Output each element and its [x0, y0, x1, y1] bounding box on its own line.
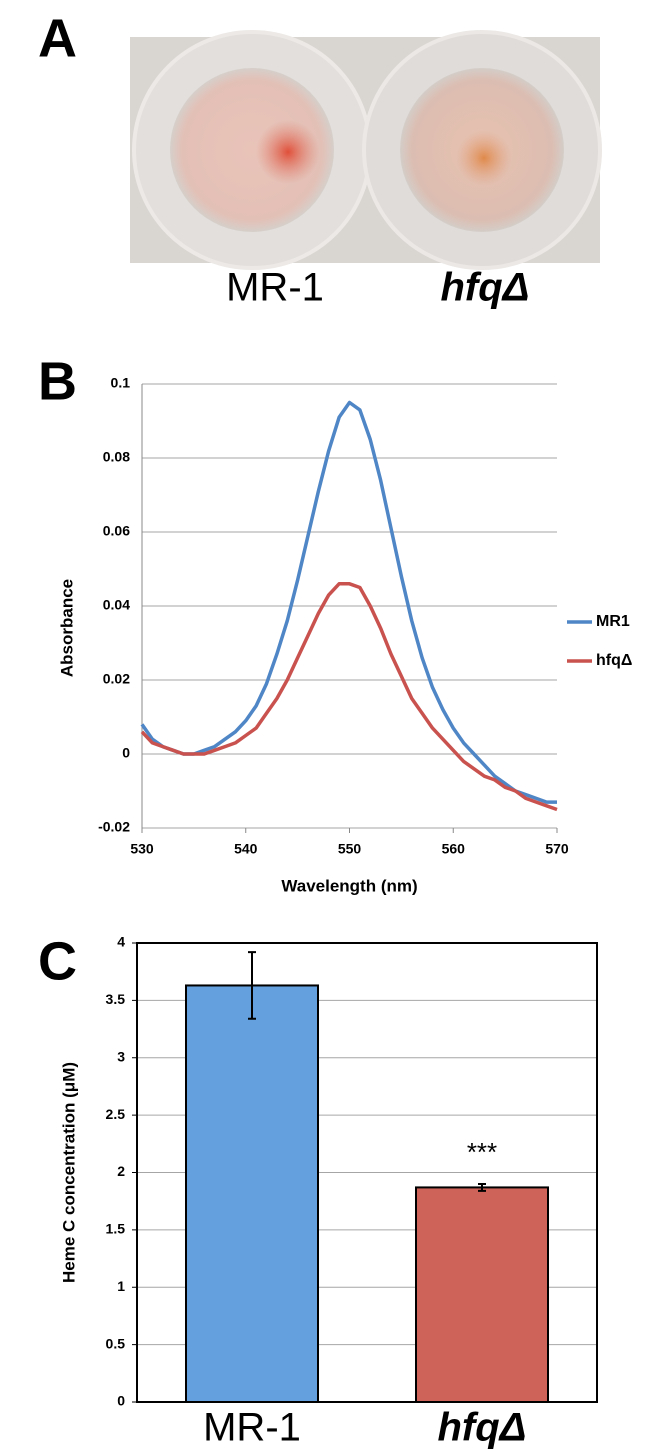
x-tick-label: 530 [130, 841, 154, 857]
panel-label: B [38, 351, 77, 411]
legend-label: MR1 [596, 613, 630, 630]
photo [130, 30, 602, 270]
y-tick-label: 3 [117, 1048, 125, 1064]
annotation: *** [467, 1137, 497, 1167]
y-tick-label: 0 [122, 745, 130, 761]
y-tick-label: 1.5 [106, 1221, 126, 1237]
y-tick-label: 0.02 [103, 671, 130, 687]
y-tick-label: 4 [117, 934, 125, 950]
plot-frame [136, 942, 598, 1403]
series-line [140, 400, 557, 804]
x-tick-label: 560 [442, 841, 466, 857]
x-tick-label: hfqΔ [437, 1406, 526, 1450]
x-tick-label: 550 [338, 841, 362, 857]
y-axis-title: Absorbance [57, 579, 76, 677]
panel-label: C [38, 931, 77, 991]
legend-label: hfqΔ [596, 652, 632, 669]
panel-label: A [38, 8, 77, 68]
y-tick-label: 0.08 [103, 449, 130, 465]
y-tick-label: 2 [117, 1163, 125, 1179]
error-bar [478, 1182, 486, 1192]
y-tick-label: -0.02 [98, 819, 130, 835]
error-bar [248, 951, 256, 1020]
y-tick-label: 3.5 [106, 991, 126, 1007]
x-tick-label: 540 [234, 841, 258, 857]
y-tick-label: 0.04 [103, 597, 130, 613]
x-tick-label: 570 [545, 841, 569, 857]
y-axis-title: Heme C concentration (μM) [59, 1062, 78, 1283]
sample-label: hfqΔ [440, 266, 529, 310]
bar [415, 1186, 549, 1403]
y-tick-label: 0.06 [103, 523, 130, 539]
y-tick-label: 1 [117, 1278, 125, 1294]
x-tick-label: MR-1 [203, 1406, 301, 1450]
x-axis-title: Wavelength (nm) [281, 876, 417, 895]
y-tick-label: 2.5 [106, 1106, 126, 1122]
bar [185, 984, 319, 1404]
series-line [140, 582, 558, 812]
y-tick-label: 0.1 [111, 375, 131, 391]
y-tick-label: 0 [117, 1393, 125, 1409]
sample-label: MR-1 [226, 266, 324, 310]
y-tick-label: 0.5 [106, 1335, 126, 1351]
